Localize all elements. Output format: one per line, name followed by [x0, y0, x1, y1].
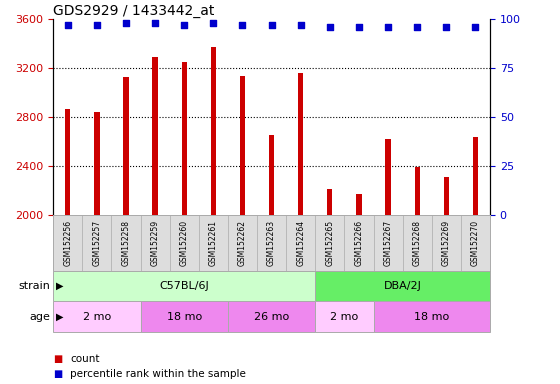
Bar	[473, 137, 478, 215]
Bar	[53, 271, 315, 301]
Bar	[141, 301, 228, 332]
Point	[92, 22, 101, 28]
Text: GSM152265: GSM152265	[325, 220, 334, 266]
Text: ▶: ▶	[56, 312, 63, 322]
Bar	[385, 139, 391, 215]
Text: GSM152262: GSM152262	[238, 220, 247, 266]
Bar	[228, 301, 315, 332]
Text: GSM152258: GSM152258	[122, 220, 130, 266]
Text: 26 mo: 26 mo	[254, 312, 289, 322]
Point	[209, 20, 218, 26]
Point	[63, 22, 72, 28]
Point	[354, 24, 363, 30]
Bar	[240, 76, 245, 215]
Text: count: count	[70, 354, 100, 364]
Bar	[374, 301, 490, 332]
Bar	[123, 77, 129, 215]
Point	[122, 20, 130, 26]
Text: 18 mo: 18 mo	[414, 312, 449, 322]
Point	[471, 24, 480, 30]
Text: 2 mo: 2 mo	[83, 312, 111, 322]
Bar	[211, 47, 216, 215]
Text: strain: strain	[18, 281, 50, 291]
Bar	[181, 62, 187, 215]
Point	[325, 24, 334, 30]
Text: 2 mo: 2 mo	[330, 312, 358, 322]
Text: DBA/2J: DBA/2J	[384, 281, 422, 291]
Text: GDS2929 / 1433442_at: GDS2929 / 1433442_at	[53, 4, 214, 18]
Text: GSM152270: GSM152270	[471, 220, 480, 266]
Text: percentile rank within the sample: percentile rank within the sample	[70, 369, 246, 379]
Text: GSM152261: GSM152261	[209, 220, 218, 266]
Point	[384, 24, 393, 30]
Bar	[65, 109, 71, 215]
Bar	[356, 194, 362, 215]
Point	[296, 22, 305, 28]
Bar	[315, 301, 374, 332]
Bar	[152, 57, 158, 215]
Text: GSM152259: GSM152259	[151, 220, 160, 266]
Text: GSM152263: GSM152263	[267, 220, 276, 266]
Text: 18 mo: 18 mo	[167, 312, 202, 322]
Text: GSM152267: GSM152267	[384, 220, 393, 266]
Bar	[94, 112, 100, 215]
Bar	[414, 167, 420, 215]
Point	[180, 22, 189, 28]
Text: ■: ■	[53, 354, 63, 364]
Text: GSM152256: GSM152256	[63, 220, 72, 266]
Text: GSM152264: GSM152264	[296, 220, 305, 266]
Text: GSM152260: GSM152260	[180, 220, 189, 266]
Text: GSM152269: GSM152269	[442, 220, 451, 266]
Text: C57BL/6J: C57BL/6J	[160, 281, 209, 291]
Text: ▶: ▶	[56, 281, 63, 291]
Text: age: age	[30, 312, 50, 322]
Bar	[327, 189, 333, 215]
Bar	[269, 136, 274, 215]
Text: ■: ■	[53, 369, 63, 379]
Point	[267, 22, 276, 28]
Text: GSM152257: GSM152257	[92, 220, 101, 266]
Bar	[298, 73, 304, 215]
Point	[151, 20, 160, 26]
Bar	[315, 271, 490, 301]
Point	[442, 24, 451, 30]
Text: GSM152266: GSM152266	[354, 220, 363, 266]
Text: GSM152268: GSM152268	[413, 220, 422, 266]
Point	[413, 24, 422, 30]
Bar	[53, 301, 141, 332]
Point	[238, 22, 247, 28]
Bar	[444, 177, 449, 215]
